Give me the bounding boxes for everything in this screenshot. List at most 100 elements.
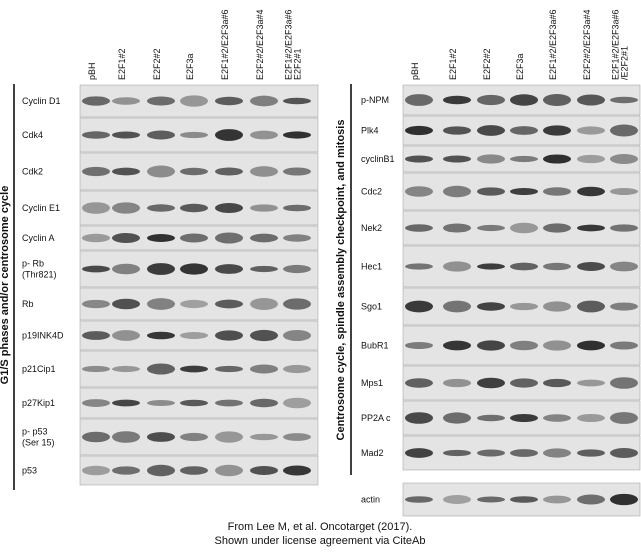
row-label: Mps1	[361, 378, 383, 388]
band	[510, 262, 538, 271]
band	[543, 414, 571, 422]
band	[82, 399, 110, 407]
row-label: BubR1	[361, 341, 389, 351]
row-label: Cyclin D1	[22, 96, 61, 106]
band	[610, 224, 638, 232]
row-label: Plk4	[361, 126, 379, 136]
band	[543, 495, 571, 504]
band	[112, 330, 140, 341]
band	[543, 154, 571, 164]
band	[147, 399, 175, 407]
band	[610, 154, 638, 164]
band	[215, 330, 243, 341]
band	[443, 126, 471, 135]
band	[180, 167, 208, 176]
band	[577, 186, 605, 197]
lane-label: E2F3a	[515, 53, 525, 80]
band	[443, 378, 471, 388]
band	[215, 399, 243, 407]
band	[577, 300, 605, 313]
band	[112, 263, 140, 275]
band	[577, 94, 605, 106]
band	[147, 363, 175, 375]
band	[112, 131, 140, 139]
row-label: Hec1	[361, 262, 382, 272]
band	[405, 224, 433, 232]
band	[443, 223, 471, 233]
row-label: Cdk4	[22, 130, 43, 140]
lane-label: /E2F2#1	[620, 46, 630, 80]
band	[283, 97, 311, 105]
band	[147, 204, 175, 212]
lane-label: E2F1#2	[448, 48, 458, 80]
band	[577, 154, 605, 164]
band	[543, 125, 571, 136]
row-label: (Thr821)	[22, 270, 57, 280]
band	[180, 432, 208, 442]
band	[405, 342, 433, 349]
band	[405, 378, 433, 388]
band	[477, 187, 505, 196]
row-label: p- p53	[22, 427, 48, 437]
band	[82, 96, 110, 106]
band	[477, 302, 505, 311]
band	[180, 399, 208, 407]
band	[180, 95, 208, 107]
band	[215, 232, 243, 244]
band	[82, 265, 110, 273]
band	[82, 166, 110, 177]
band	[577, 449, 605, 457]
band	[477, 125, 505, 136]
lane-label: E2F3a	[185, 53, 195, 80]
band	[147, 234, 175, 242]
band	[250, 398, 278, 408]
band	[610, 341, 638, 350]
band	[82, 331, 110, 340]
band	[443, 95, 471, 105]
band	[147, 464, 175, 477]
band	[147, 432, 175, 442]
band	[543, 448, 571, 458]
lane-label: E2F2#2/E2F3a#4	[255, 9, 265, 80]
band	[283, 364, 311, 374]
band	[443, 449, 471, 457]
band	[610, 124, 638, 137]
band	[443, 185, 471, 198]
band	[250, 95, 278, 107]
band	[215, 431, 243, 443]
band	[112, 399, 140, 407]
band	[82, 299, 110, 309]
band	[610, 448, 638, 458]
band	[405, 125, 433, 136]
lane-label: E2F2#2	[152, 48, 162, 80]
band	[510, 187, 538, 196]
band	[510, 340, 538, 351]
band	[283, 330, 311, 341]
band	[477, 414, 505, 422]
band	[250, 329, 278, 342]
band	[147, 331, 175, 340]
band	[405, 496, 433, 503]
band	[405, 300, 433, 313]
row-label: Cyclin A	[22, 233, 55, 243]
blot	[79, 84, 319, 118]
band	[147, 263, 175, 275]
band	[112, 365, 140, 373]
band	[443, 495, 471, 504]
band	[112, 431, 140, 443]
band	[405, 448, 433, 458]
band	[610, 302, 638, 311]
band	[215, 96, 243, 106]
band	[577, 224, 605, 232]
band	[215, 299, 243, 309]
band	[283, 234, 311, 242]
band	[112, 466, 140, 475]
lane-label: E2F1#2	[117, 48, 127, 80]
side-label: G1/S phases and/or centrosome cycle	[0, 186, 11, 385]
band	[577, 413, 605, 423]
band	[112, 167, 140, 176]
row-label: (Ser 15)	[22, 438, 55, 448]
band	[250, 298, 278, 310]
row-label: p21Cip1	[22, 364, 56, 374]
lane-label: E2F1#2/E2F3a#6	[220, 9, 230, 80]
